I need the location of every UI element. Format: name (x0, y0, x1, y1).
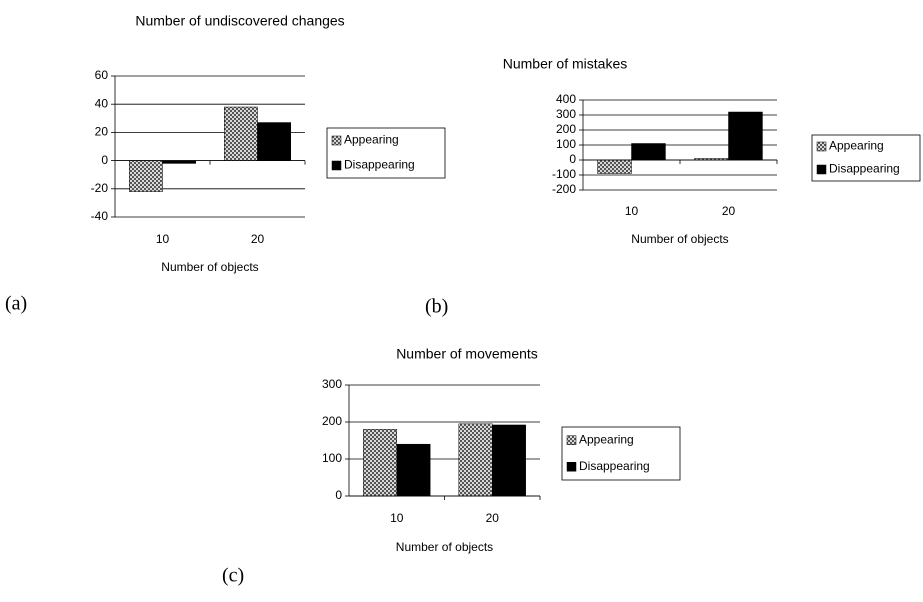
chart-title: Number of undiscovered changes (135, 13, 344, 29)
x-tick-label: 20 (722, 204, 736, 218)
bar (162, 160, 196, 164)
panel-label: (a) (5, 293, 27, 315)
x-tick-label: 20 (486, 511, 500, 525)
y-tick-label: 200 (322, 414, 342, 428)
bar (363, 429, 398, 497)
x-tick-label: 10 (625, 204, 639, 218)
bar (597, 159, 632, 174)
panel-label: (c) (222, 565, 244, 587)
bar (257, 122, 291, 161)
legend-label: Disappearing (344, 158, 415, 172)
y-tick-label: 300 (322, 377, 342, 391)
y-tick-label: 200 (556, 122, 576, 136)
legend-swatch (331, 135, 342, 146)
bar (396, 443, 431, 497)
bar (728, 111, 763, 161)
bar (458, 423, 493, 497)
bar (631, 143, 666, 161)
bar (224, 106, 258, 161)
legend-swatch (816, 164, 827, 175)
legend-swatch (816, 141, 827, 152)
x-tick-label: 10 (390, 511, 404, 525)
y-tick-label: 0 (335, 488, 342, 502)
chart-title: Number of movements (396, 346, 538, 362)
y-tick-label: -100 (552, 167, 576, 181)
y-tick-label: 0 (101, 153, 108, 167)
legend-label: Disappearing (829, 162, 900, 176)
bar (129, 160, 163, 192)
chart-title: Number of mistakes (503, 56, 627, 72)
y-tick-label: 400 (556, 92, 576, 106)
y-tick-label: 100 (556, 137, 576, 151)
y-tick-label: -40 (91, 209, 109, 223)
x-tick-label: 20 (251, 232, 265, 246)
y-tick-label: -20 (91, 181, 109, 195)
legend-swatch (566, 462, 577, 472)
y-tick-label: 100 (322, 451, 342, 465)
legend-swatch (566, 435, 577, 445)
legend-box (811, 134, 921, 182)
y-tick-label: -200 (552, 182, 576, 196)
legend-label: Appearing (579, 432, 634, 446)
panel-label: (b) (425, 296, 448, 318)
legend-box (326, 127, 446, 179)
x-tick-label: 10 (156, 232, 170, 246)
x-axis-label: Number of objects (161, 260, 258, 274)
y-tick-label: 20 (95, 125, 109, 139)
legend-label: Appearing (829, 139, 884, 153)
y-tick-label: 60 (95, 68, 109, 82)
legend-label: Disappearing (579, 459, 650, 473)
y-tick-label: 300 (556, 107, 576, 121)
y-tick-label: 40 (95, 96, 109, 110)
legend-box (561, 426, 681, 481)
bar (492, 424, 526, 497)
x-axis-label: Number of objects (396, 540, 493, 554)
legend-label: Appearing (344, 133, 399, 147)
x-axis-label: Number of objects (631, 232, 728, 246)
y-tick-label: 0 (569, 152, 576, 166)
legend-swatch (331, 160, 342, 171)
